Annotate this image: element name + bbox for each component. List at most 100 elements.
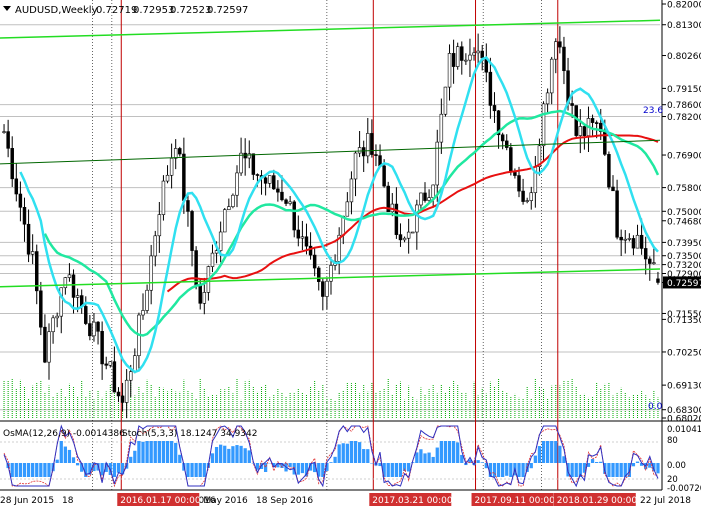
- candle-body: [92, 321, 96, 337]
- candle-body: [492, 105, 497, 112]
- time-marker-tag-3: [553, 493, 636, 506]
- time-marker-tag-2: [471, 493, 554, 506]
- current-price-box: [663, 276, 701, 289]
- candle-body: [2, 131, 6, 133]
- indicator-axis-label-1: 80: [667, 436, 678, 446]
- price-label-7: 0.75800: [667, 184, 701, 194]
- candle-body: [480, 50, 484, 59]
- candle-body: [427, 197, 431, 201]
- price-label-12: 0.73200: [667, 261, 701, 271]
- candle-body: [619, 236, 623, 241]
- price-label-10: 0.73950: [667, 239, 701, 249]
- candle-body: [157, 214, 162, 237]
- candle-body: [198, 284, 202, 304]
- indicator-axis-label-2: 0.00: [667, 461, 686, 471]
- price-label-14: 0.72597: [667, 279, 701, 289]
- candle-body: [648, 258, 652, 264]
- candle-body: [627, 238, 632, 240]
- candle-body: [30, 251, 35, 255]
- price-label-9: 0.74680: [667, 217, 701, 227]
- candle-body: [562, 46, 566, 72]
- candle-body: [656, 278, 660, 283]
- candle-body: [549, 58, 554, 94]
- candle-body: [394, 203, 399, 235]
- candle-body: [419, 192, 423, 206]
- candle-body: [296, 229, 301, 239]
- candle-body: [402, 237, 407, 241]
- candle-body: [210, 252, 215, 267]
- candle-body: [623, 238, 627, 241]
- candle-body: [169, 157, 174, 176]
- candle-body: [505, 140, 509, 148]
- candle-body: [251, 153, 256, 175]
- candle-body: [173, 148, 178, 159]
- candle-body: [631, 238, 636, 249]
- indicator-axis-label-3: 20: [667, 475, 678, 485]
- price-label-5: 0.78200: [667, 113, 701, 123]
- candle-body: [116, 391, 121, 397]
- price-label-19: 0.68300: [667, 406, 701, 416]
- lower-channel-line: [0, 268, 661, 288]
- stoch-signal-line: [3, 425, 659, 488]
- price-label-2: 0.80260: [667, 52, 701, 62]
- candle-body: [386, 185, 390, 213]
- candle-body: [202, 292, 207, 304]
- candle-body: [26, 223, 31, 255]
- candle-body: [353, 152, 358, 180]
- candle-body: [517, 175, 521, 192]
- ma-144-line: [43, 109, 660, 337]
- stoch-main-line: [3, 424, 659, 488]
- vertical-markers: [92, 0, 559, 490]
- candle-body: [541, 103, 546, 147]
- candle-body: [63, 277, 68, 289]
- candle-body: [558, 41, 562, 48]
- candle-body: [149, 255, 153, 291]
- stoch-label: Stoch(5,3,3) 18.1247 34.9342: [122, 429, 257, 439]
- candle-body: [239, 152, 243, 174]
- indicator-axis-label-4: -0.00720: [667, 484, 701, 494]
- candle-body: [55, 315, 59, 319]
- candle-body: [129, 371, 133, 381]
- candle-body: [304, 236, 309, 247]
- price-label-1: 0.81300: [667, 21, 701, 31]
- dropdown-triangle-icon[interactable]: [3, 6, 11, 11]
- time-label-1: 18: [62, 496, 74, 506]
- candle-body: [374, 154, 378, 156]
- price-label-4: 0.78600: [667, 101, 701, 111]
- candle-body: [599, 122, 603, 132]
- candle-body: [455, 46, 460, 67]
- candle-body: [133, 355, 137, 373]
- price-label-13: 0.72900: [667, 270, 701, 280]
- candle-body: [594, 122, 599, 124]
- candle-body: [406, 231, 411, 239]
- fib-label-zero: 0.0: [648, 402, 663, 412]
- price-label-6: 0.76900: [667, 152, 701, 162]
- price-label-16: 0.71350: [667, 316, 701, 326]
- chart-header: AUDUSD,Weekly 0.72719 0.72953 0.72523 0.…: [3, 5, 248, 16]
- candle-body: [361, 147, 366, 157]
- candle-body: [447, 53, 452, 88]
- candle-body: [509, 147, 513, 172]
- candle-body: [263, 177, 268, 184]
- time-label-7: 22 Jul 2018: [640, 496, 691, 506]
- candle-body: [439, 113, 444, 143]
- candle-body: [357, 147, 362, 154]
- candle-body: [570, 103, 574, 106]
- candle-body: [178, 148, 182, 155]
- time-marker-label-3: 2018.01.29 00:00: [557, 496, 638, 506]
- candle-body: [267, 175, 272, 184]
- candle-body: [39, 290, 43, 328]
- candle-body: [468, 54, 472, 61]
- candle-body: [272, 175, 276, 190]
- time-marker-label-0: 2016.01.17 00:00: [120, 496, 201, 506]
- candle-body: [500, 134, 505, 142]
- candle-body: [464, 59, 468, 62]
- candle-body: [292, 201, 296, 231]
- header-high: 0.72953: [133, 5, 174, 16]
- candle-body: [182, 153, 186, 201]
- candle-body: [476, 50, 480, 54]
- candle-body: [231, 194, 235, 207]
- time-marker-tag-0: [117, 493, 200, 506]
- price-axis: 0.82000 0.81300 0.80260 0.79150 0.78600 0.782…: [662, 1, 701, 425]
